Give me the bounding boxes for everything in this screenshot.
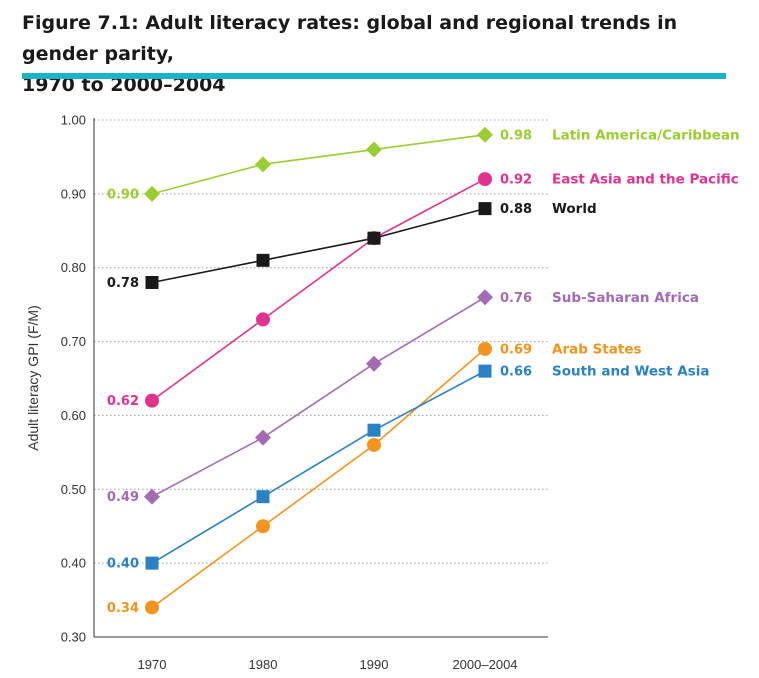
circle-marker [478, 172, 492, 187]
square-marker [478, 364, 492, 378]
series-line [151, 133, 486, 195]
series-lines [151, 133, 486, 609]
y-tick-label: 0.30 [61, 630, 86, 645]
series-labels: Latin America/Caribbean East Asia and the… [552, 127, 740, 379]
data-labels: 0.90 0.98 0.62 0.92 0.78 0.88 0.49 0.76 0.34 0.69… [107, 128, 532, 616]
y-tick-label: 0.60 [61, 408, 86, 423]
circle-marker [256, 312, 270, 327]
series-name-label: Sub-Saharan Africa [552, 290, 699, 306]
circle-marker [478, 341, 492, 356]
gridlines [94, 119, 548, 564]
diamond-marker [255, 429, 271, 446]
end-value-label: 0.76 [500, 291, 532, 306]
series-line [151, 348, 486, 609]
y-tick-label: 1.00 [61, 113, 86, 128]
square-marker [145, 275, 159, 289]
series-name-label: South and West Asia [552, 364, 709, 380]
end-value-label: 0.88 [500, 202, 532, 217]
end-value-label: 0.98 [500, 128, 532, 143]
start-value-label: 0.34 [107, 601, 139, 616]
square-marker [367, 423, 381, 437]
y-tick-label: 0.40 [61, 556, 86, 571]
square-marker [145, 556, 159, 570]
square-marker [478, 202, 492, 216]
y-axis-title: Adult literacy GPI (F/M) [25, 305, 41, 450]
circle-marker [367, 437, 381, 452]
figure-title: Figure 7.1: Adult literacy rates: global… [22, 8, 737, 101]
square-marker [256, 253, 270, 267]
series-line [151, 178, 486, 402]
end-value-label: 0.66 [500, 365, 532, 380]
start-value-label: 0.78 [107, 276, 139, 291]
diamond-marker [144, 488, 160, 505]
diamond-marker [255, 156, 271, 173]
x-tick-label: 1970 [138, 657, 167, 672]
circle-marker [145, 393, 159, 408]
diamond-marker [477, 289, 493, 306]
y-tick-label: 0.50 [61, 482, 86, 497]
axes [93, 118, 548, 638]
start-value-label: 0.49 [107, 490, 139, 505]
y-tick-label: 0.70 [61, 334, 86, 349]
figure-title-line2: 1970 to 2000–2004 [22, 74, 226, 96]
series-name-label: World [552, 201, 597, 217]
series-markers [144, 126, 493, 615]
series-name-label: Latin America/Caribbean [552, 127, 740, 143]
series-line [151, 207, 486, 284]
diamond-marker [477, 126, 493, 143]
circle-marker [145, 600, 159, 615]
square-marker [256, 490, 270, 504]
x-tick-label: 1980 [249, 657, 278, 672]
start-value-label: 0.62 [107, 394, 139, 409]
y-tick-label: 0.90 [61, 186, 86, 201]
diamond-marker [144, 185, 160, 202]
square-marker [367, 231, 381, 245]
title-underline [22, 73, 726, 79]
series-line [151, 370, 486, 564]
series-name-label: East Asia and the Pacific [552, 172, 739, 188]
y-tick-label: 0.80 [61, 260, 86, 275]
circle-marker [256, 519, 270, 534]
diamond-marker [366, 141, 382, 158]
end-value-label: 0.69 [500, 342, 532, 357]
figure-title-line1: Figure 7.1: Adult literacy rates: global… [22, 12, 678, 65]
end-value-label: 0.92 [500, 173, 532, 188]
x-tick-label: 2000–2004 [452, 657, 517, 672]
series-line [151, 296, 486, 498]
start-value-label: 0.40 [107, 557, 139, 572]
x-tick-label: 1990 [360, 657, 389, 672]
series-name-label: Arab States [552, 341, 642, 357]
tick-labels: 0.30 0.40 0.50 0.60 0.70 0.80 0.90 1.00 1970 1980… [25, 113, 518, 673]
start-value-label: 0.90 [107, 187, 139, 202]
diamond-marker [366, 355, 382, 372]
